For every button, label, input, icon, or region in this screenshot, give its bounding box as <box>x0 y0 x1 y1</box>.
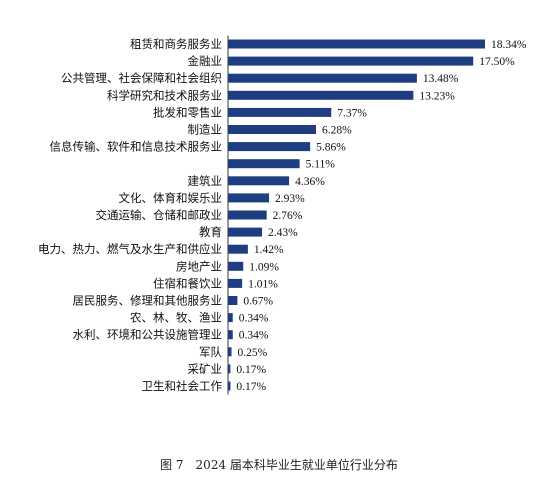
bar <box>228 193 270 203</box>
bar <box>228 73 417 83</box>
figure-caption: 图 7 2024 届本科毕业生就业单位行业分布 <box>160 458 398 472</box>
data-label: 0.17% <box>236 364 266 376</box>
category-label: 居民服务、修理和其他服务业 <box>73 294 223 308</box>
data-label: 13.23% <box>419 90 455 102</box>
bar <box>228 210 267 220</box>
category-label: 交通运输、仓储和邮政业 <box>96 208 223 222</box>
category-label: 卫生和社会工作 <box>142 379 223 393</box>
bar <box>228 244 248 254</box>
bar <box>228 90 414 100</box>
category-label: 采矿业 <box>188 362 223 376</box>
bar <box>228 159 300 169</box>
bar <box>228 176 290 186</box>
data-label: 2.43% <box>268 227 298 239</box>
category-label: 电力、热力、燃气及水生产和供应业 <box>38 242 222 256</box>
data-label: 7.37% <box>337 107 367 119</box>
data-label: 2.93% <box>275 193 305 205</box>
data-label: 5.11% <box>306 159 336 171</box>
data-label: 4.36% <box>295 176 325 188</box>
data-label: 13.48% <box>423 73 459 85</box>
data-label: 17.50% <box>479 56 515 68</box>
bar <box>228 381 231 391</box>
category-label: 金融业 <box>188 54 223 68</box>
category-label: 房地产业 <box>176 259 222 273</box>
data-label: 0.34% <box>239 330 269 342</box>
category-label: 信息传输、软件和信息技术服务业 <box>50 140 223 154</box>
bar <box>228 313 233 323</box>
category-label: 建筑业 <box>188 174 223 188</box>
bar <box>228 364 231 374</box>
bar <box>228 261 244 271</box>
bar <box>228 347 232 357</box>
bar <box>228 125 317 134</box>
bar <box>228 278 243 288</box>
data-label: 1.09% <box>249 261 279 273</box>
bar <box>228 227 263 237</box>
category-label: 批发和零售业 <box>153 105 222 119</box>
category-label: 科学研究和技术服务业 <box>107 88 222 102</box>
bar <box>228 107 332 117</box>
data-label: 0.67% <box>243 296 273 308</box>
bar <box>228 330 233 340</box>
data-label: 1.01% <box>248 278 278 290</box>
data-label: 0.25% <box>238 347 268 359</box>
category-label: 住宿和餐饮业 <box>153 276 222 290</box>
data-label: 6.28% <box>322 125 352 137</box>
category-label: 军队 <box>199 345 222 359</box>
category-label: 教育 <box>199 225 222 239</box>
data-label: 0.34% <box>239 313 269 325</box>
category-label: 租赁和商务服务业 <box>130 37 222 51</box>
data-label: 1.42% <box>254 244 284 256</box>
category-label: 公共管理、社会保障和社会组织 <box>61 71 222 85</box>
category-label: 制造业 <box>188 123 223 137</box>
bar <box>228 39 485 49</box>
bar <box>228 56 474 66</box>
category-label: 水利、环境和公共设施管理业 <box>73 328 223 342</box>
data-label: 2.76% <box>273 210 303 222</box>
bar-chart: 租赁和商务服务业 18.34% 金融业 17.50% 公共管理、社会保障和社会组织 13.… <box>38 35 527 395</box>
category-label: 文化、体育和娱乐业 <box>119 191 223 205</box>
bar <box>228 296 238 305</box>
data-label: 5.86% <box>316 142 346 154</box>
bar <box>228 142 311 152</box>
data-label: 18.34% <box>491 39 527 51</box>
category-label: 农、林、牧、渔业 <box>130 311 222 325</box>
data-label: 0.17% <box>236 381 266 393</box>
